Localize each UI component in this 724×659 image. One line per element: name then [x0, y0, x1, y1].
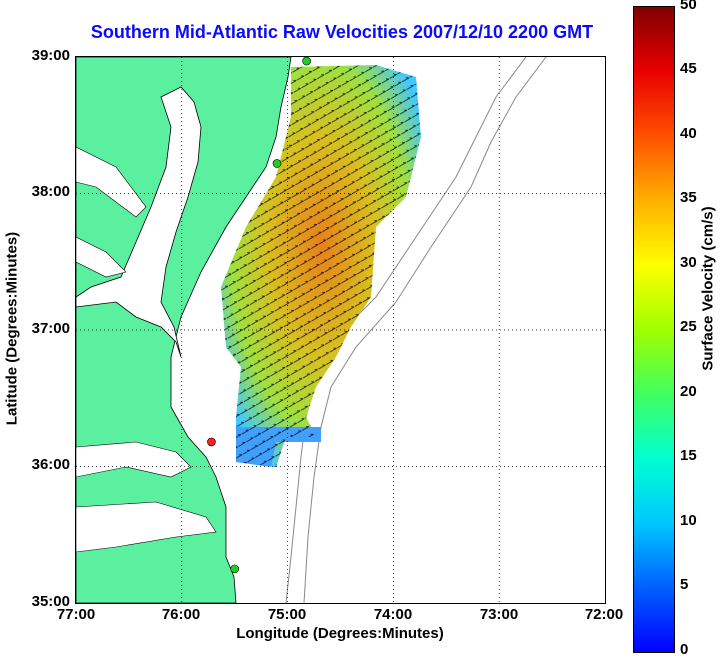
grid-lines: [76, 57, 605, 603]
station-marker: [302, 57, 311, 66]
colorbar-tick: 45: [680, 60, 697, 77]
ytick-label: 36:00: [31, 456, 70, 473]
x-axis-title: Longitude (Degrees:Minutes): [236, 625, 444, 642]
colorbar-title: Surface Velocity (cm/s): [699, 206, 717, 371]
ytick-label: 38:00: [31, 183, 70, 200]
station-marker: [230, 564, 239, 574]
colorbar-tick: 0: [680, 641, 689, 658]
station-marker: [272, 159, 282, 168]
xtick-label: 72:00: [584, 606, 624, 623]
colorbar-tick: 25: [680, 318, 697, 335]
station-marker: [207, 437, 216, 447]
xtick-label: 77:00: [56, 606, 96, 623]
station-markers: [207, 57, 311, 574]
y-axis-title: Latitude (Degrees:Minutes): [3, 231, 21, 426]
xtick-label: 73:00: [479, 606, 519, 623]
xtick-label: 75:00: [267, 606, 307, 623]
colorbar-tick: 40: [680, 125, 697, 142]
xtick-label: 76:00: [161, 606, 201, 623]
colorbar-tick: 5: [680, 576, 689, 593]
xtick-label: 74:00: [373, 606, 413, 623]
map-plot-area: [75, 56, 606, 604]
ytick-label: 39:00: [31, 47, 70, 64]
colorbar-tick: 15: [680, 447, 697, 464]
chesapeake-bay: [76, 86, 202, 358]
colorbar: [633, 6, 675, 653]
colorbar-tick: 10: [680, 512, 697, 529]
ytick-label: 37:00: [31, 320, 70, 337]
colorbar-tick: 50: [680, 0, 697, 13]
map-canvas: [76, 57, 605, 603]
colorbar-tick: 30: [680, 254, 697, 271]
map-title: Southern Mid-Atlantic Raw Velocities 200…: [90, 22, 594, 42]
velocity-vectors: [221, 65, 421, 467]
colorbar-tick: 20: [680, 383, 697, 400]
colorbar-tick: 35: [680, 189, 697, 206]
ytick-label: 35:00: [31, 593, 70, 610]
